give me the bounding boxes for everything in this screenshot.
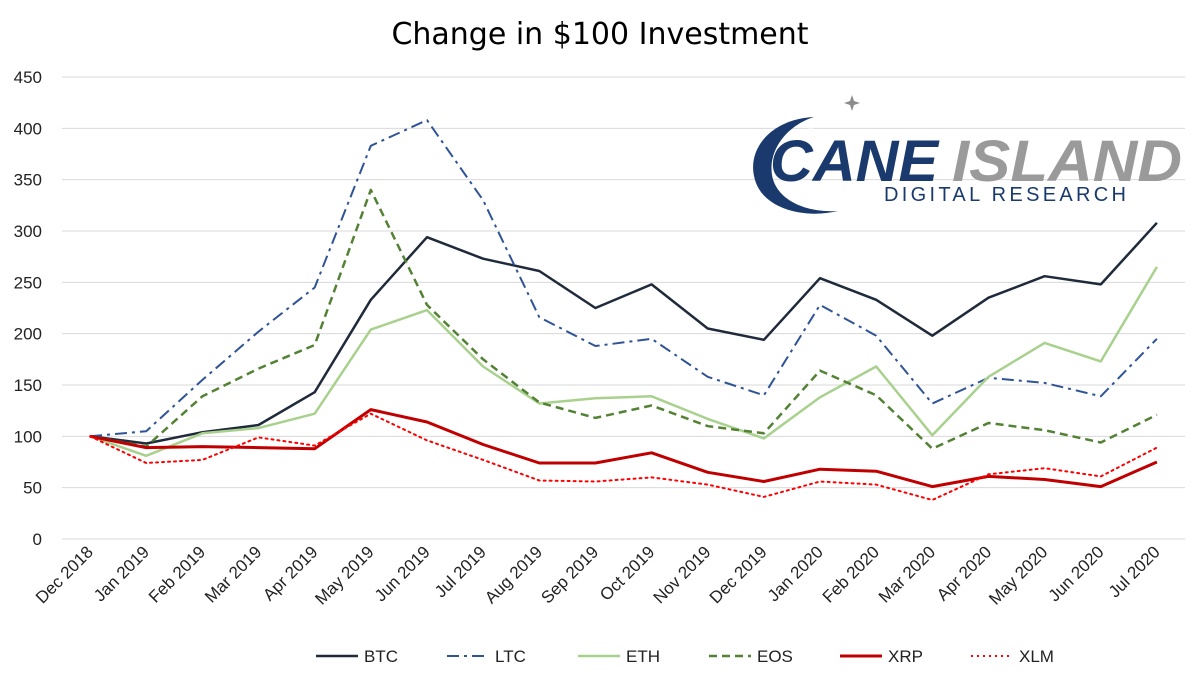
series-line-eth	[89, 266, 1158, 458]
y-tick-label: 100	[14, 427, 42, 446]
x-tick-label: Sep 2019	[537, 542, 602, 607]
x-tick-label: Dec 2018	[32, 542, 97, 607]
x-tick-label: Jul 2020	[1105, 542, 1164, 601]
series-line-xlm	[89, 412, 1158, 501]
x-tick-label: Feb 2019	[145, 542, 209, 606]
series-line-xrp	[89, 408, 1158, 489]
x-tick-label: Aug 2019	[481, 542, 546, 607]
legend-label-btc: BTC	[364, 647, 398, 666]
x-tick-label: Feb 2020	[819, 542, 883, 606]
x-tick-label: May 2019	[311, 542, 377, 608]
legend-label-eth: ETH	[626, 647, 660, 666]
logo-tagline: DIGITAL RESEARCH	[884, 184, 1126, 206]
cane-island-logo: CANE ISLAND DIGITAL RESEARCH	[753, 95, 1182, 214]
x-tick-label: Jan 2019	[90, 542, 153, 605]
logo-swoosh	[753, 117, 838, 214]
x-tick-label: Jun 2020	[1045, 542, 1108, 605]
logo-star-icon	[844, 95, 860, 111]
series-line-btc	[89, 221, 1158, 445]
logo-swoosh-inner	[786, 125, 822, 197]
chart-title: Change in $100 Investment	[391, 17, 808, 52]
legend-label-xrp: XRP	[888, 647, 923, 666]
x-tick-label: Mar 2020	[875, 542, 939, 606]
series-line-eos	[89, 188, 1158, 450]
y-tick-label: 450	[14, 68, 42, 87]
series-line-ltc	[90, 119, 1158, 438]
y-tick-label: 50	[23, 479, 42, 498]
x-tick-label: May 2020	[985, 542, 1051, 608]
x-tick-label: Jun 2019	[371, 542, 434, 605]
x-tick-label: Jan 2020	[764, 542, 827, 605]
series-lines	[89, 119, 1158, 501]
logo-name-cane: CANE	[770, 129, 940, 194]
legend-label-xlm: XLM	[1019, 647, 1054, 666]
x-tick-label: Mar 2019	[201, 542, 265, 606]
y-tick-label: 250	[14, 273, 42, 292]
legend-label-ltc: LTC	[495, 647, 526, 666]
legend-label-eos: EOS	[757, 647, 793, 666]
y-tick-label: 0	[33, 530, 42, 549]
x-tick-label: Dec 2019	[706, 542, 771, 607]
y-tick-label: 350	[14, 171, 42, 190]
x-tick-label: Nov 2019	[650, 542, 715, 607]
y-tick-label: 150	[14, 376, 42, 395]
y-tick-label: 200	[14, 325, 42, 344]
logo-name-island: ISLAND	[952, 129, 1182, 194]
legend: BTC LTC ETH EOS XRP XLM	[316, 647, 1054, 666]
y-tick-label: 400	[14, 119, 42, 138]
y-tick-label: 300	[14, 222, 42, 241]
x-tick-label: Jul 2019	[431, 542, 490, 601]
gridlines	[62, 76, 1185, 540]
x-tick-label: Oct 2019	[596, 542, 658, 604]
y-axis-ticks: 0 50 100 150 200 250 300 350 400 450	[14, 68, 42, 549]
